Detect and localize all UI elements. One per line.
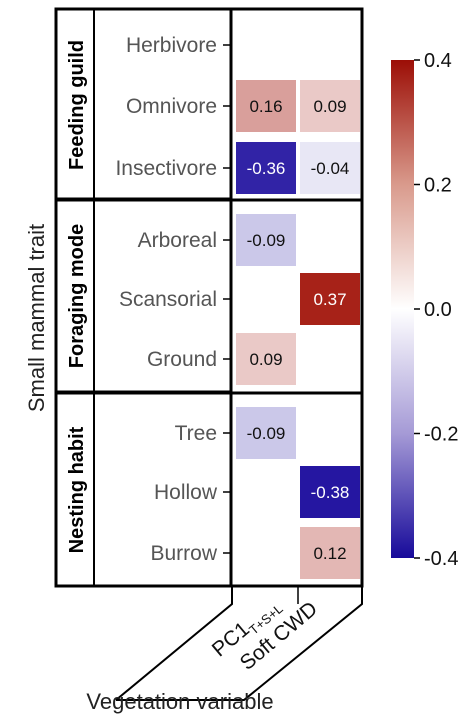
x-axis-outline [115,586,363,701]
cell-burrow-soft-cwd-label: 0.12 [313,544,346,563]
cell-ground-pc1-label: 0.09 [249,350,282,369]
colorbar-tick-label-1: 0.2 [424,175,452,197]
cell-tree-pc1-label: -0.09 [247,424,286,443]
cell-hollow-soft-cwd [300,466,360,518]
cell-burrow-soft-cwd [300,527,360,579]
cell-insectivore-soft-cwd-label: -0.04 [311,159,350,178]
colorbar-tick-label-2: 0.0 [424,299,452,321]
x-axis-title: Vegetation variable [86,689,273,714]
colorbar-tick-label-4: -0.4 [424,548,458,570]
colorbar [391,60,414,558]
colorbar-tick-label-0: 0.4 [424,50,452,72]
trait-label-scansorial: Scansorial [119,288,217,311]
panel-frames [54,7,364,588]
trait-label-omnivore: Omnivore [126,95,217,118]
cell-insectivore-pc1 [236,142,296,194]
cell-omnivore-pc1-label: 0.16 [249,97,282,116]
trait-label-burrow: Burrow [150,542,217,565]
y-axis-title: Small mammal trait [24,224,49,412]
cell-tree-pc1 [236,407,296,459]
cells-layer: 0.16 0.09 -0.36 -0.04 -0.09 0.37 0.09 -0.09 -0.3… [236,80,360,579]
cell-scansorial-soft-cwd [300,273,360,325]
trait-label-herbivore: Herbivore [126,34,217,57]
cell-omnivore-soft-cwd [300,80,360,132]
cell-omnivore-soft-cwd-label: 0.09 [313,97,346,116]
cell-insectivore-soft-cwd [300,142,360,194]
plot-area-frame [54,7,364,588]
cell-hollow-soft-cwd-label: -0.38 [311,483,350,502]
trait-label-arboreal: Arboreal [138,229,217,252]
cell-omnivore-pc1 [236,80,296,132]
cell-arboreal-pc1 [236,214,296,266]
colorbar-ticks: 0.4 0.2 0.0 -0.2 -0.4 [414,50,458,570]
cell-ground-pc1 [236,333,296,385]
cell-insectivore-pc1-label: -0.36 [247,159,286,178]
trait-label-hollow: Hollow [154,481,218,504]
group-label-nesting-habit: Nesting habit [66,426,88,553]
trait-label-ground: Ground [147,348,217,371]
trait-label-tree: Tree [175,422,217,445]
trait-label-insectivore: Insectivore [115,157,217,180]
group-label-feeding-guild: Feeding guild [66,40,88,170]
group-label-foraging-mode: Foraging mode [66,224,88,368]
trait-labels: Herbivore Omnivore Insectivore Arboreal Scan… [115,34,231,565]
colorbar-tick-label-3: -0.2 [424,424,458,446]
cell-scansorial-soft-cwd-label: 0.37 [313,290,346,309]
cell-arboreal-pc1-label: -0.09 [247,231,286,250]
